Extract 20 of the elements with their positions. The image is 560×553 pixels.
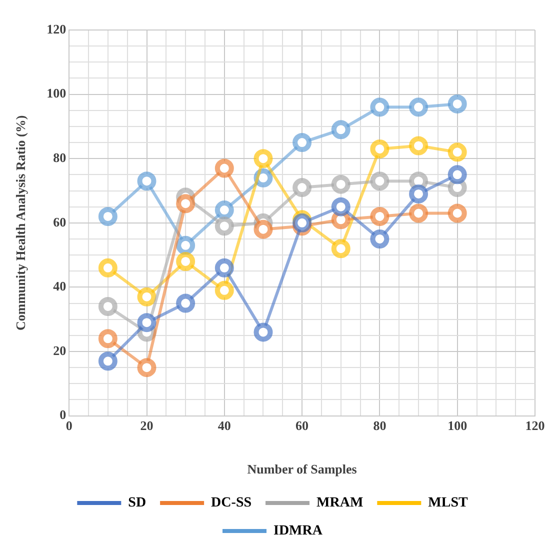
y-tick-label: 80	[53, 150, 66, 165]
y-tick-label: 60	[53, 214, 66, 230]
x-tick-label: 60	[296, 418, 309, 433]
x-tick-label: 80	[373, 418, 386, 433]
legend-label: MRAM	[316, 496, 364, 511]
x-tick-label: 40	[218, 418, 231, 433]
legend-label: SD	[128, 496, 146, 511]
y-axis-title: Community Health Analysis Ratio (%)	[13, 115, 28, 331]
y-tick-label: 40	[53, 278, 66, 294]
y-tick-label: 20	[53, 342, 66, 358]
y-tick-label: 100	[46, 86, 66, 101]
legend-label: IDMRA	[274, 524, 324, 539]
y-tick-label: 0	[60, 407, 66, 422]
x-axis-title: Number of Samples	[247, 462, 357, 477]
x-tick-label: 100	[448, 418, 468, 433]
legend-label: DC-SS	[211, 496, 252, 511]
legend-label: MLST	[428, 496, 468, 511]
y-tick-label: 120	[46, 21, 66, 36]
x-tick-label: 20	[140, 418, 154, 433]
x-tick-label: 120	[525, 418, 545, 433]
